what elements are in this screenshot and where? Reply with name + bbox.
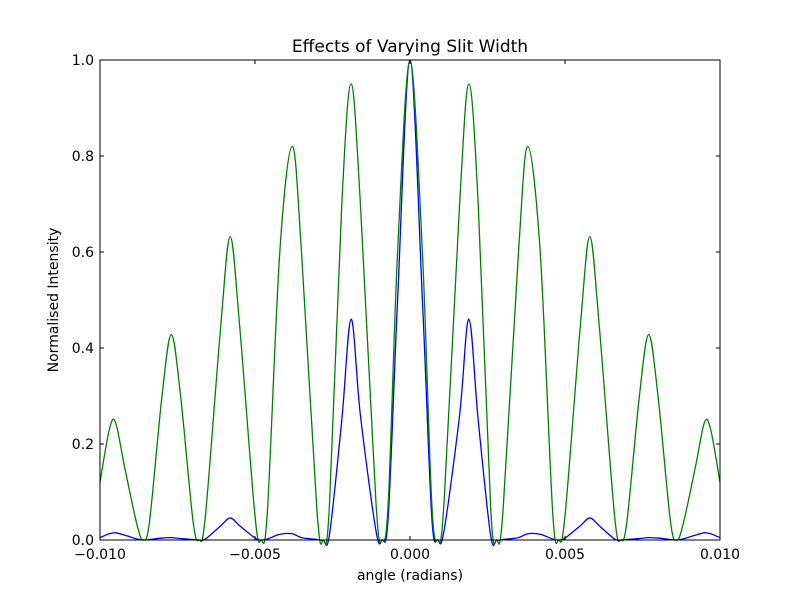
plot-area: −0.010 −0.005 0.000 0.005 0.010 0.0 0.2 0.4 0.6 0… [72,53,740,563]
y-tick-label: 0.4 [72,341,94,357]
x-tick-label: 0.000 [390,547,430,563]
y-tick-label: 0.8 [72,149,94,165]
y-tick-label: 1.0 [72,53,94,69]
y-tick-label: 0.2 [72,437,94,453]
y-axis-label: Normalised Intensity [46,228,62,373]
plot-background [100,60,720,540]
x-tick-label: −0.005 [229,547,281,563]
x-tick-label: −0.010 [74,547,126,563]
x-tick-label: 0.005 [545,547,585,563]
ticks-layer: −0.010 −0.005 0.000 0.005 0.010 0.0 0.2 0.4 0.6 0… [72,53,740,563]
x-tick-label: 0.010 [700,547,740,563]
y-tick-label: 0.0 [72,533,94,549]
y-tick-label: 0.6 [72,245,94,261]
chart-title: Effects of Varying Slit Width [292,37,528,57]
x-axis-label: angle (radians) [357,568,463,584]
